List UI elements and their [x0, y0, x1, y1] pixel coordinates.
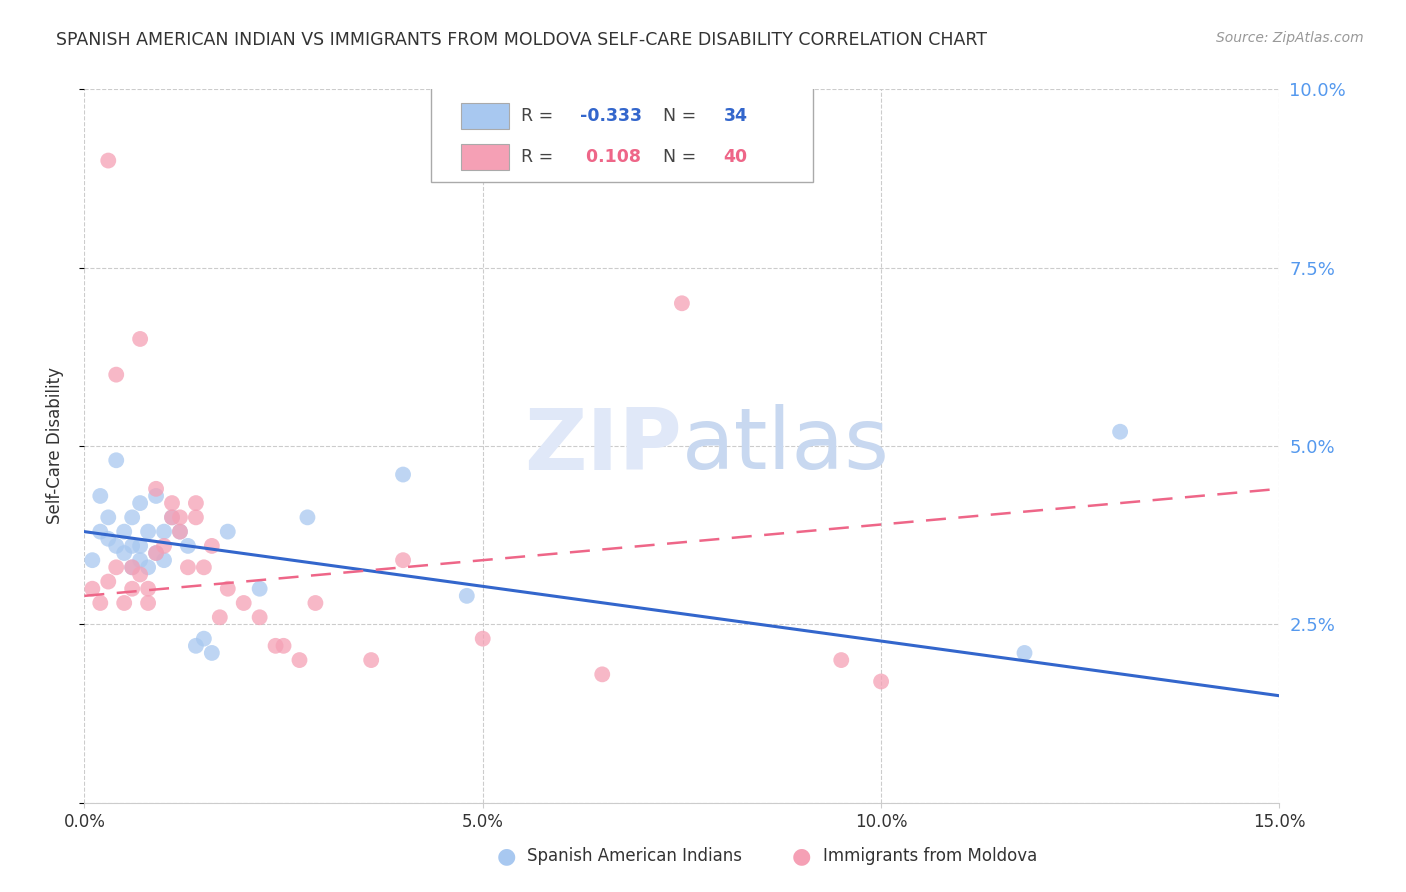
Point	[153, 539, 176, 553]
Point	[97, 153, 120, 168]
Point	[160, 510, 183, 524]
Point	[193, 632, 215, 646]
Point	[169, 524, 191, 539]
Point	[145, 489, 167, 503]
Point	[591, 667, 613, 681]
Point	[249, 582, 271, 596]
Point	[129, 553, 152, 567]
Point	[160, 496, 183, 510]
Point	[201, 539, 224, 553]
Point	[184, 496, 207, 510]
Point	[112, 546, 135, 560]
Point	[249, 610, 271, 624]
Text: atlas: atlas	[682, 404, 890, 488]
Point	[232, 596, 254, 610]
Text: R =: R =	[520, 148, 564, 166]
Point	[193, 560, 215, 574]
Point	[471, 632, 494, 646]
Point	[360, 653, 382, 667]
Text: SPANISH AMERICAN INDIAN VS IMMIGRANTS FROM MOLDOVA SELF-CARE DISABILITY CORRELAT: SPANISH AMERICAN INDIAN VS IMMIGRANTS FR…	[56, 31, 987, 49]
Point	[217, 524, 239, 539]
Point	[217, 582, 239, 596]
Point	[112, 596, 135, 610]
Point	[671, 296, 693, 310]
Point	[136, 582, 159, 596]
Text: Immigrants from Moldova: Immigrants from Moldova	[823, 847, 1036, 865]
Point	[456, 589, 478, 603]
Text: N =: N =	[652, 148, 702, 166]
Point	[145, 546, 167, 560]
Text: Spanish American Indians: Spanish American Indians	[527, 847, 742, 865]
FancyBboxPatch shape	[461, 103, 509, 128]
Point	[297, 510, 319, 524]
FancyBboxPatch shape	[430, 86, 813, 182]
Point	[82, 553, 104, 567]
Point	[264, 639, 287, 653]
Y-axis label: Self-Care Disability: Self-Care Disability	[45, 368, 63, 524]
Point	[97, 532, 120, 546]
Point	[105, 560, 128, 574]
Point	[112, 524, 135, 539]
Point	[129, 496, 152, 510]
Text: ●: ●	[496, 847, 516, 866]
Text: 0.108: 0.108	[581, 148, 641, 166]
Point	[273, 639, 295, 653]
Point	[145, 482, 167, 496]
Point	[129, 332, 152, 346]
Point	[870, 674, 893, 689]
Point	[121, 539, 143, 553]
Text: 34: 34	[724, 107, 748, 125]
Point	[89, 489, 111, 503]
Point	[97, 510, 120, 524]
Point	[177, 539, 200, 553]
Point	[201, 646, 224, 660]
Text: ZIP: ZIP	[524, 404, 682, 488]
Text: ●: ●	[792, 847, 811, 866]
Point	[288, 653, 311, 667]
Point	[184, 639, 207, 653]
Point	[208, 610, 231, 624]
Point	[145, 546, 167, 560]
Text: R =: R =	[520, 107, 558, 125]
Point	[105, 539, 128, 553]
Point	[153, 524, 176, 539]
Point	[129, 567, 152, 582]
Point	[121, 560, 143, 574]
Point	[89, 524, 111, 539]
Point	[177, 560, 200, 574]
Point	[304, 596, 326, 610]
Point	[97, 574, 120, 589]
Point	[392, 553, 415, 567]
Point	[392, 467, 415, 482]
Point	[82, 582, 104, 596]
Point	[121, 560, 143, 574]
Text: 40: 40	[724, 148, 748, 166]
Point	[136, 524, 159, 539]
Point	[105, 368, 128, 382]
Point	[105, 453, 128, 467]
Point	[89, 596, 111, 610]
Point	[1014, 646, 1036, 660]
Text: Source: ZipAtlas.com: Source: ZipAtlas.com	[1216, 31, 1364, 45]
Text: -0.333: -0.333	[581, 107, 643, 125]
Point	[160, 510, 183, 524]
Point	[169, 510, 191, 524]
Point	[830, 653, 852, 667]
Point	[169, 524, 191, 539]
Point	[121, 510, 143, 524]
Point	[1109, 425, 1132, 439]
Text: N =: N =	[652, 107, 702, 125]
Point	[184, 510, 207, 524]
Point	[129, 539, 152, 553]
Point	[153, 553, 176, 567]
Point	[121, 582, 143, 596]
FancyBboxPatch shape	[461, 144, 509, 169]
Point	[136, 560, 159, 574]
Point	[136, 596, 159, 610]
